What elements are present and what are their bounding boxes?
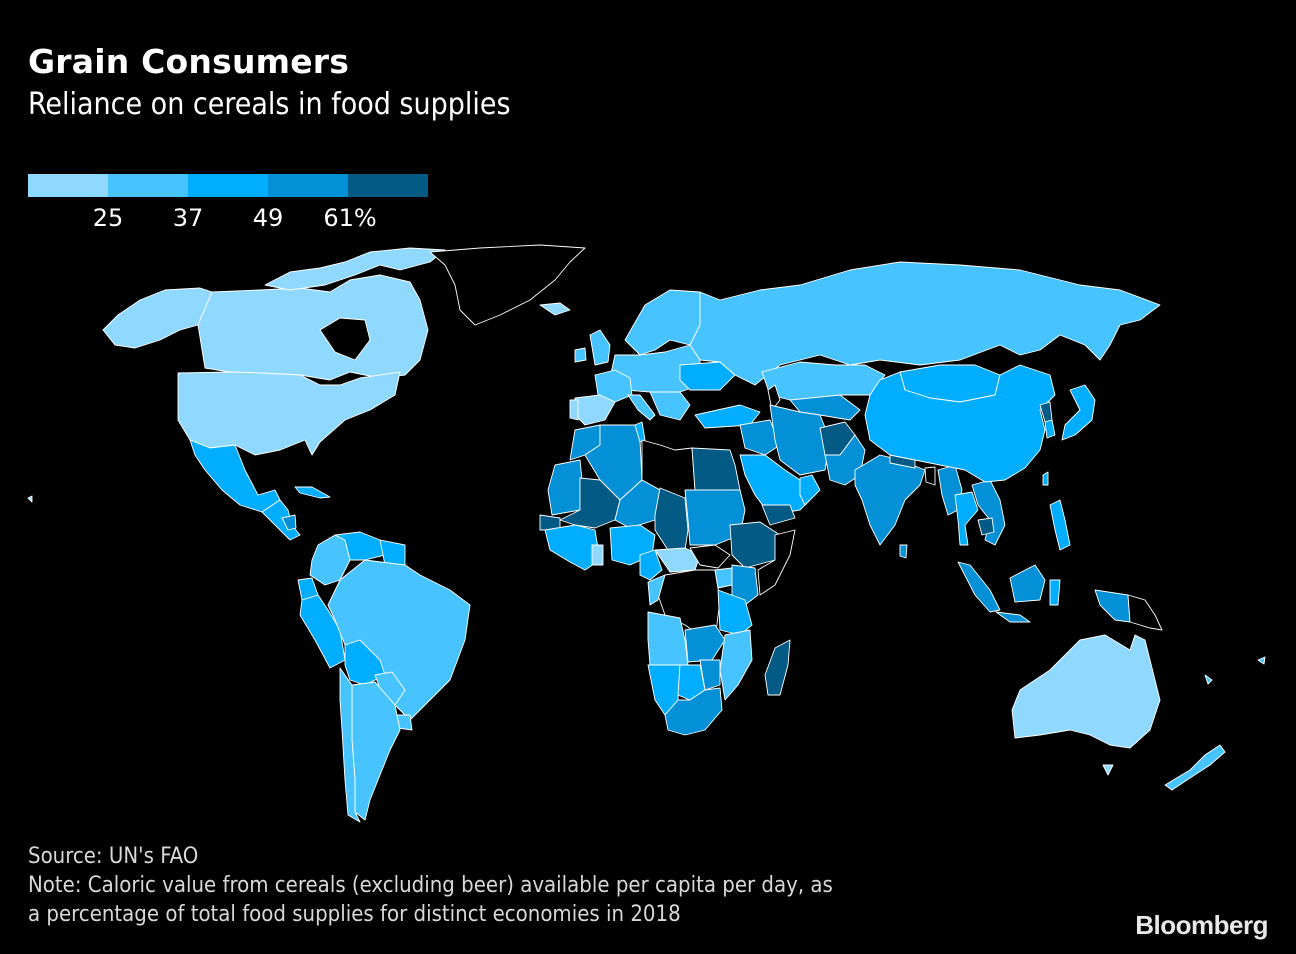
region-west-papua: [1094, 589, 1131, 623]
region-cameroon: [639, 549, 663, 581]
region-brazil: [327, 559, 471, 721]
region-japan: [1061, 384, 1096, 441]
region-china: [864, 364, 1056, 483]
region-philippines: [1049, 499, 1071, 551]
region-india: [854, 454, 926, 546]
color-legend: [28, 174, 428, 197]
region-uk: [589, 329, 611, 366]
region-bolivia: [344, 639, 386, 686]
region-guianas: [379, 539, 406, 566]
region-oman: [799, 474, 821, 506]
legend-swatch-bin-3: [268, 174, 348, 197]
region-pacific-island: [1204, 674, 1213, 685]
region-uganda: [714, 567, 733, 589]
region-papua-new-guinea: [1127, 594, 1163, 631]
region-turkey: [694, 404, 761, 429]
region-canada: [197, 274, 429, 381]
region-spain: [574, 394, 616, 426]
region-somalia: [757, 529, 796, 596]
world-choropleth-map: [0, 240, 1296, 830]
legend-swatch-bin-4: [348, 174, 428, 197]
region-thailand: [954, 491, 979, 546]
legend-tick: 25: [92, 204, 124, 232]
region-russia: [689, 261, 1161, 386]
region-egypt: [691, 447, 741, 491]
region-chile: [339, 667, 361, 823]
region-ghana: [591, 544, 604, 566]
chart-subtitle: Reliance on cereals in food supplies: [28, 87, 511, 122]
region-sulawesi: [1049, 579, 1061, 606]
region-venezuela: [334, 531, 386, 561]
region-cambodia: [977, 517, 995, 536]
region-fiji: [1257, 656, 1266, 665]
region-balkans: [649, 391, 691, 421]
bloomberg-logo: Bloomberg: [1135, 910, 1268, 940]
region-borneo: [1009, 564, 1046, 603]
region-hudson-bay: [319, 317, 371, 361]
region-taiwan: [1042, 471, 1049, 486]
methodology-note-line-1: Note: Caloric value from cereals (exclud…: [28, 873, 833, 898]
region-mali: [559, 477, 621, 529]
region-ireland: [574, 347, 587, 363]
region-java: [995, 611, 1031, 623]
region-iran: [769, 404, 831, 476]
region-sri-lanka: [899, 544, 908, 559]
region-united-states: [177, 371, 401, 456]
region-south-africa: [664, 687, 723, 736]
legend-swatch-bin-0: [28, 174, 108, 197]
region-mozambique: [719, 629, 753, 701]
region-tanzania: [717, 589, 753, 636]
region-new-zealand: [1164, 744, 1226, 791]
region-tunisia: [634, 421, 646, 443]
region-cuba: [294, 486, 331, 499]
region-south-korea: [1044, 419, 1056, 439]
legend-tick: 61%: [323, 204, 377, 232]
region-argentina: [351, 681, 401, 821]
region-bangladesh: [924, 466, 936, 486]
region-tasmania: [1102, 764, 1114, 776]
region-south-sudan: [689, 544, 731, 569]
methodology-note-line-2: a percentage of total food supplies for …: [28, 902, 681, 927]
region-kazakhstan: [761, 361, 886, 401]
region-caspian-sea: [767, 384, 781, 411]
region-nicaragua: [281, 514, 297, 531]
chart-title: Grain Consumers: [28, 42, 350, 81]
region-car: [654, 547, 701, 573]
region-greenland: [429, 244, 586, 326]
region-madagascar: [764, 639, 791, 696]
region-indochina: [971, 479, 1006, 546]
region-zimbabwe: [699, 659, 721, 691]
region-australia: [1011, 634, 1161, 749]
legend-ticks: 25 37 49 61%: [0, 203, 500, 233]
legend-swatch-bin-2: [188, 174, 268, 197]
chart-footer: Source: UN's FAO Note: Caloric value fro…: [28, 842, 833, 929]
region-iceland: [539, 302, 571, 316]
region-hawaii: [27, 495, 33, 503]
region-kenya: [731, 564, 759, 606]
region-zambia: [684, 624, 726, 663]
source-note: Source: UN's FAO: [28, 844, 199, 869]
legend-tick: 49: [252, 204, 284, 232]
region-alaska: [102, 287, 213, 349]
region-iraq-syria: [739, 419, 781, 456]
region-central-america: [261, 499, 301, 541]
legend-swatch-bin-1: [108, 174, 188, 197]
region-yemen: [761, 504, 796, 526]
region-chad: [654, 487, 689, 551]
region-mauritania: [547, 459, 583, 516]
region-italy: [627, 394, 656, 421]
legend-tick: 37: [172, 204, 204, 232]
region-portugal: [569, 399, 579, 421]
region-congo: [647, 574, 666, 606]
region-sumatra: [957, 561, 1001, 613]
